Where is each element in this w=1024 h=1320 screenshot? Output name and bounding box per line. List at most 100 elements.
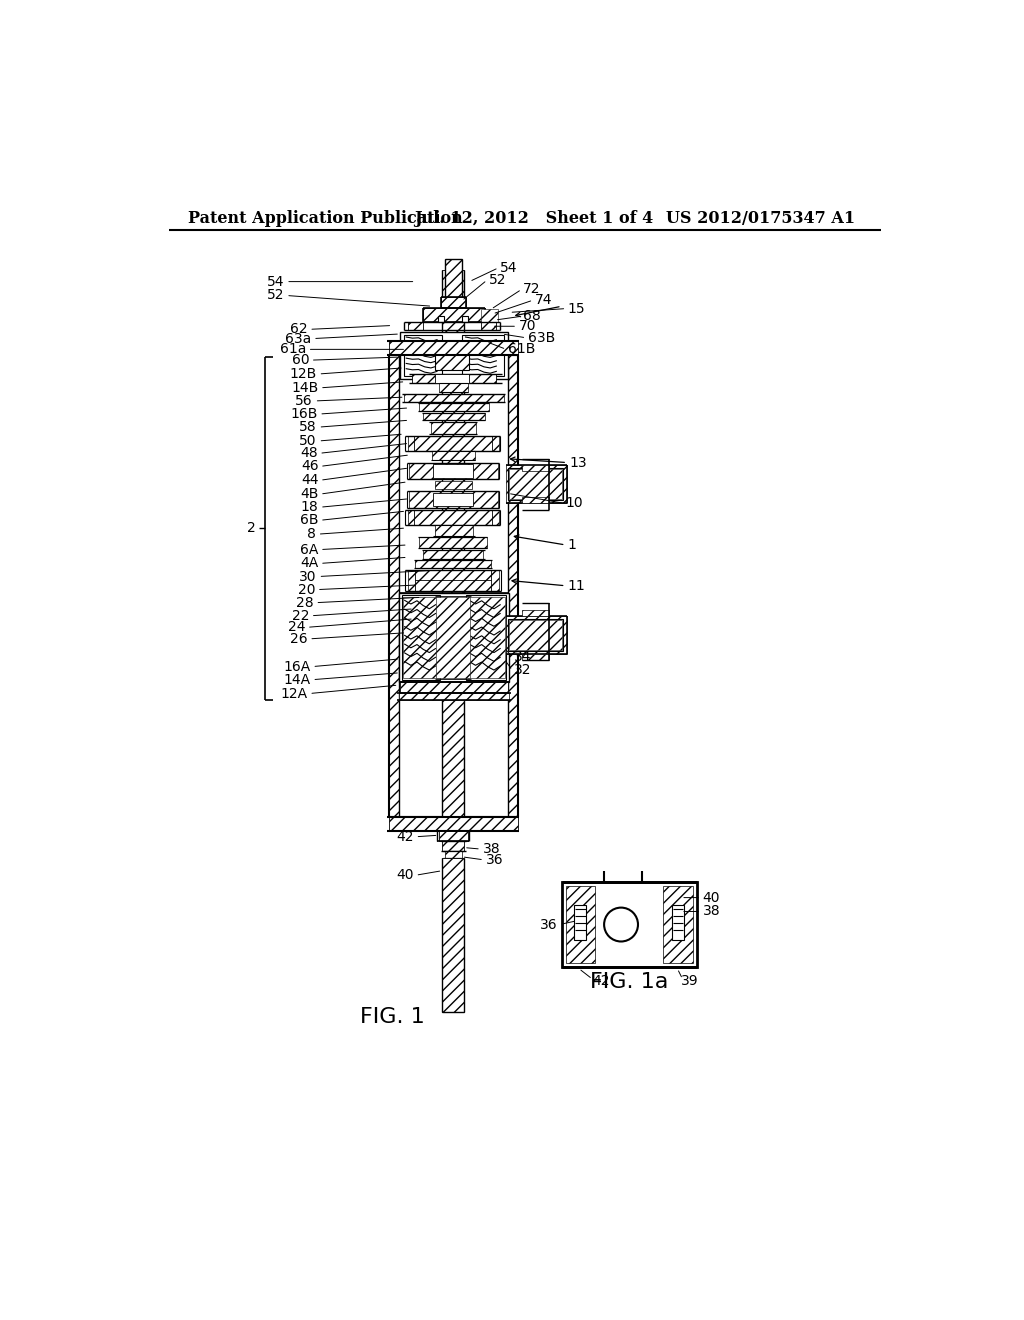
Bar: [509, 470, 562, 499]
Text: 52: 52: [267, 289, 285, 302]
Bar: [442, 841, 464, 850]
Text: 40: 40: [396, 869, 414, 882]
Bar: [403, 597, 438, 678]
Text: 4A: 4A: [300, 557, 318, 570]
Bar: [506, 465, 567, 503]
Text: 39: 39: [681, 974, 698, 987]
Text: 20: 20: [298, 582, 315, 597]
Text: 6A: 6A: [300, 543, 318, 557]
Bar: [423, 308, 484, 322]
Text: 14B: 14B: [291, 381, 318, 395]
Bar: [444, 259, 462, 297]
Text: 16B: 16B: [290, 407, 317, 421]
Bar: [433, 492, 473, 507]
Bar: [442, 858, 464, 1012]
Text: 50: 50: [299, 434, 316, 447]
Text: 1: 1: [568, 539, 577, 552]
Bar: [435, 343, 469, 370]
Text: 68: 68: [523, 309, 541, 323]
Text: 22: 22: [292, 609, 309, 623]
Bar: [462, 317, 468, 322]
Bar: [508, 619, 563, 651]
Text: 12A: 12A: [281, 686, 307, 701]
Text: FIG. 1a: FIG. 1a: [590, 973, 669, 993]
Bar: [508, 469, 563, 500]
Text: 70: 70: [518, 319, 537, 333]
Bar: [401, 595, 440, 680]
Bar: [481, 322, 497, 330]
Bar: [468, 597, 505, 678]
Text: 10: 10: [565, 496, 584, 511]
Text: 13: 13: [569, 455, 587, 470]
Bar: [388, 341, 518, 355]
Bar: [664, 886, 692, 964]
Bar: [423, 549, 483, 558]
Bar: [419, 537, 487, 548]
Text: 4B: 4B: [300, 487, 318, 502]
Bar: [431, 422, 475, 434]
Text: 61B: 61B: [508, 342, 536, 356]
Bar: [435, 374, 469, 383]
Bar: [408, 436, 499, 451]
Bar: [565, 886, 595, 964]
Bar: [412, 374, 497, 383]
Text: 72: 72: [523, 282, 541, 296]
Bar: [403, 393, 504, 401]
Text: 34: 34: [514, 651, 531, 664]
Text: 28: 28: [296, 595, 313, 610]
Text: 15: 15: [568, 301, 586, 315]
Text: 48: 48: [300, 446, 317, 461]
Bar: [442, 271, 464, 817]
Bar: [506, 615, 567, 655]
Bar: [408, 510, 499, 525]
Bar: [416, 561, 490, 568]
Text: 40: 40: [702, 891, 720, 904]
Bar: [410, 462, 498, 479]
Bar: [508, 355, 518, 817]
Bar: [436, 597, 470, 678]
Text: 38: 38: [482, 842, 500, 857]
Text: 18: 18: [301, 500, 318, 515]
Text: 63a: 63a: [286, 331, 311, 346]
Text: 54: 54: [267, 275, 285, 289]
Text: 63B: 63B: [528, 331, 555, 345]
Bar: [521, 465, 549, 471]
Text: 52: 52: [488, 273, 506, 286]
Text: Jul. 12, 2012   Sheet 1 of 4: Jul. 12, 2012 Sheet 1 of 4: [414, 210, 653, 227]
Bar: [419, 404, 488, 411]
Text: 24: 24: [288, 620, 305, 635]
Text: 61a: 61a: [280, 342, 306, 356]
Bar: [403, 335, 442, 376]
Bar: [521, 498, 549, 503]
Bar: [441, 297, 466, 308]
Bar: [432, 451, 475, 461]
Bar: [521, 655, 549, 660]
Bar: [433, 465, 473, 478]
Text: 56: 56: [296, 393, 313, 408]
Text: 2: 2: [248, 521, 256, 536]
Text: 36: 36: [541, 917, 558, 932]
Bar: [466, 595, 506, 680]
Text: 38: 38: [702, 904, 720, 919]
Bar: [438, 830, 468, 841]
Text: 62: 62: [290, 322, 307, 337]
Bar: [408, 322, 423, 330]
Text: 58: 58: [299, 420, 316, 434]
Bar: [562, 882, 696, 966]
Bar: [574, 906, 587, 940]
Text: 60: 60: [292, 354, 309, 367]
Text: 12B: 12B: [290, 367, 316, 381]
Text: 32: 32: [514, 664, 531, 677]
Bar: [438, 317, 444, 322]
Bar: [462, 335, 504, 376]
Bar: [435, 525, 473, 536]
Text: 8: 8: [307, 527, 316, 541]
Bar: [398, 593, 509, 682]
Bar: [438, 383, 468, 392]
Text: 14A: 14A: [284, 673, 310, 686]
Text: 42: 42: [593, 974, 610, 987]
Bar: [410, 491, 498, 508]
Text: 44: 44: [301, 474, 318, 487]
Text: 74: 74: [535, 293, 552, 308]
Text: 46: 46: [301, 459, 318, 474]
